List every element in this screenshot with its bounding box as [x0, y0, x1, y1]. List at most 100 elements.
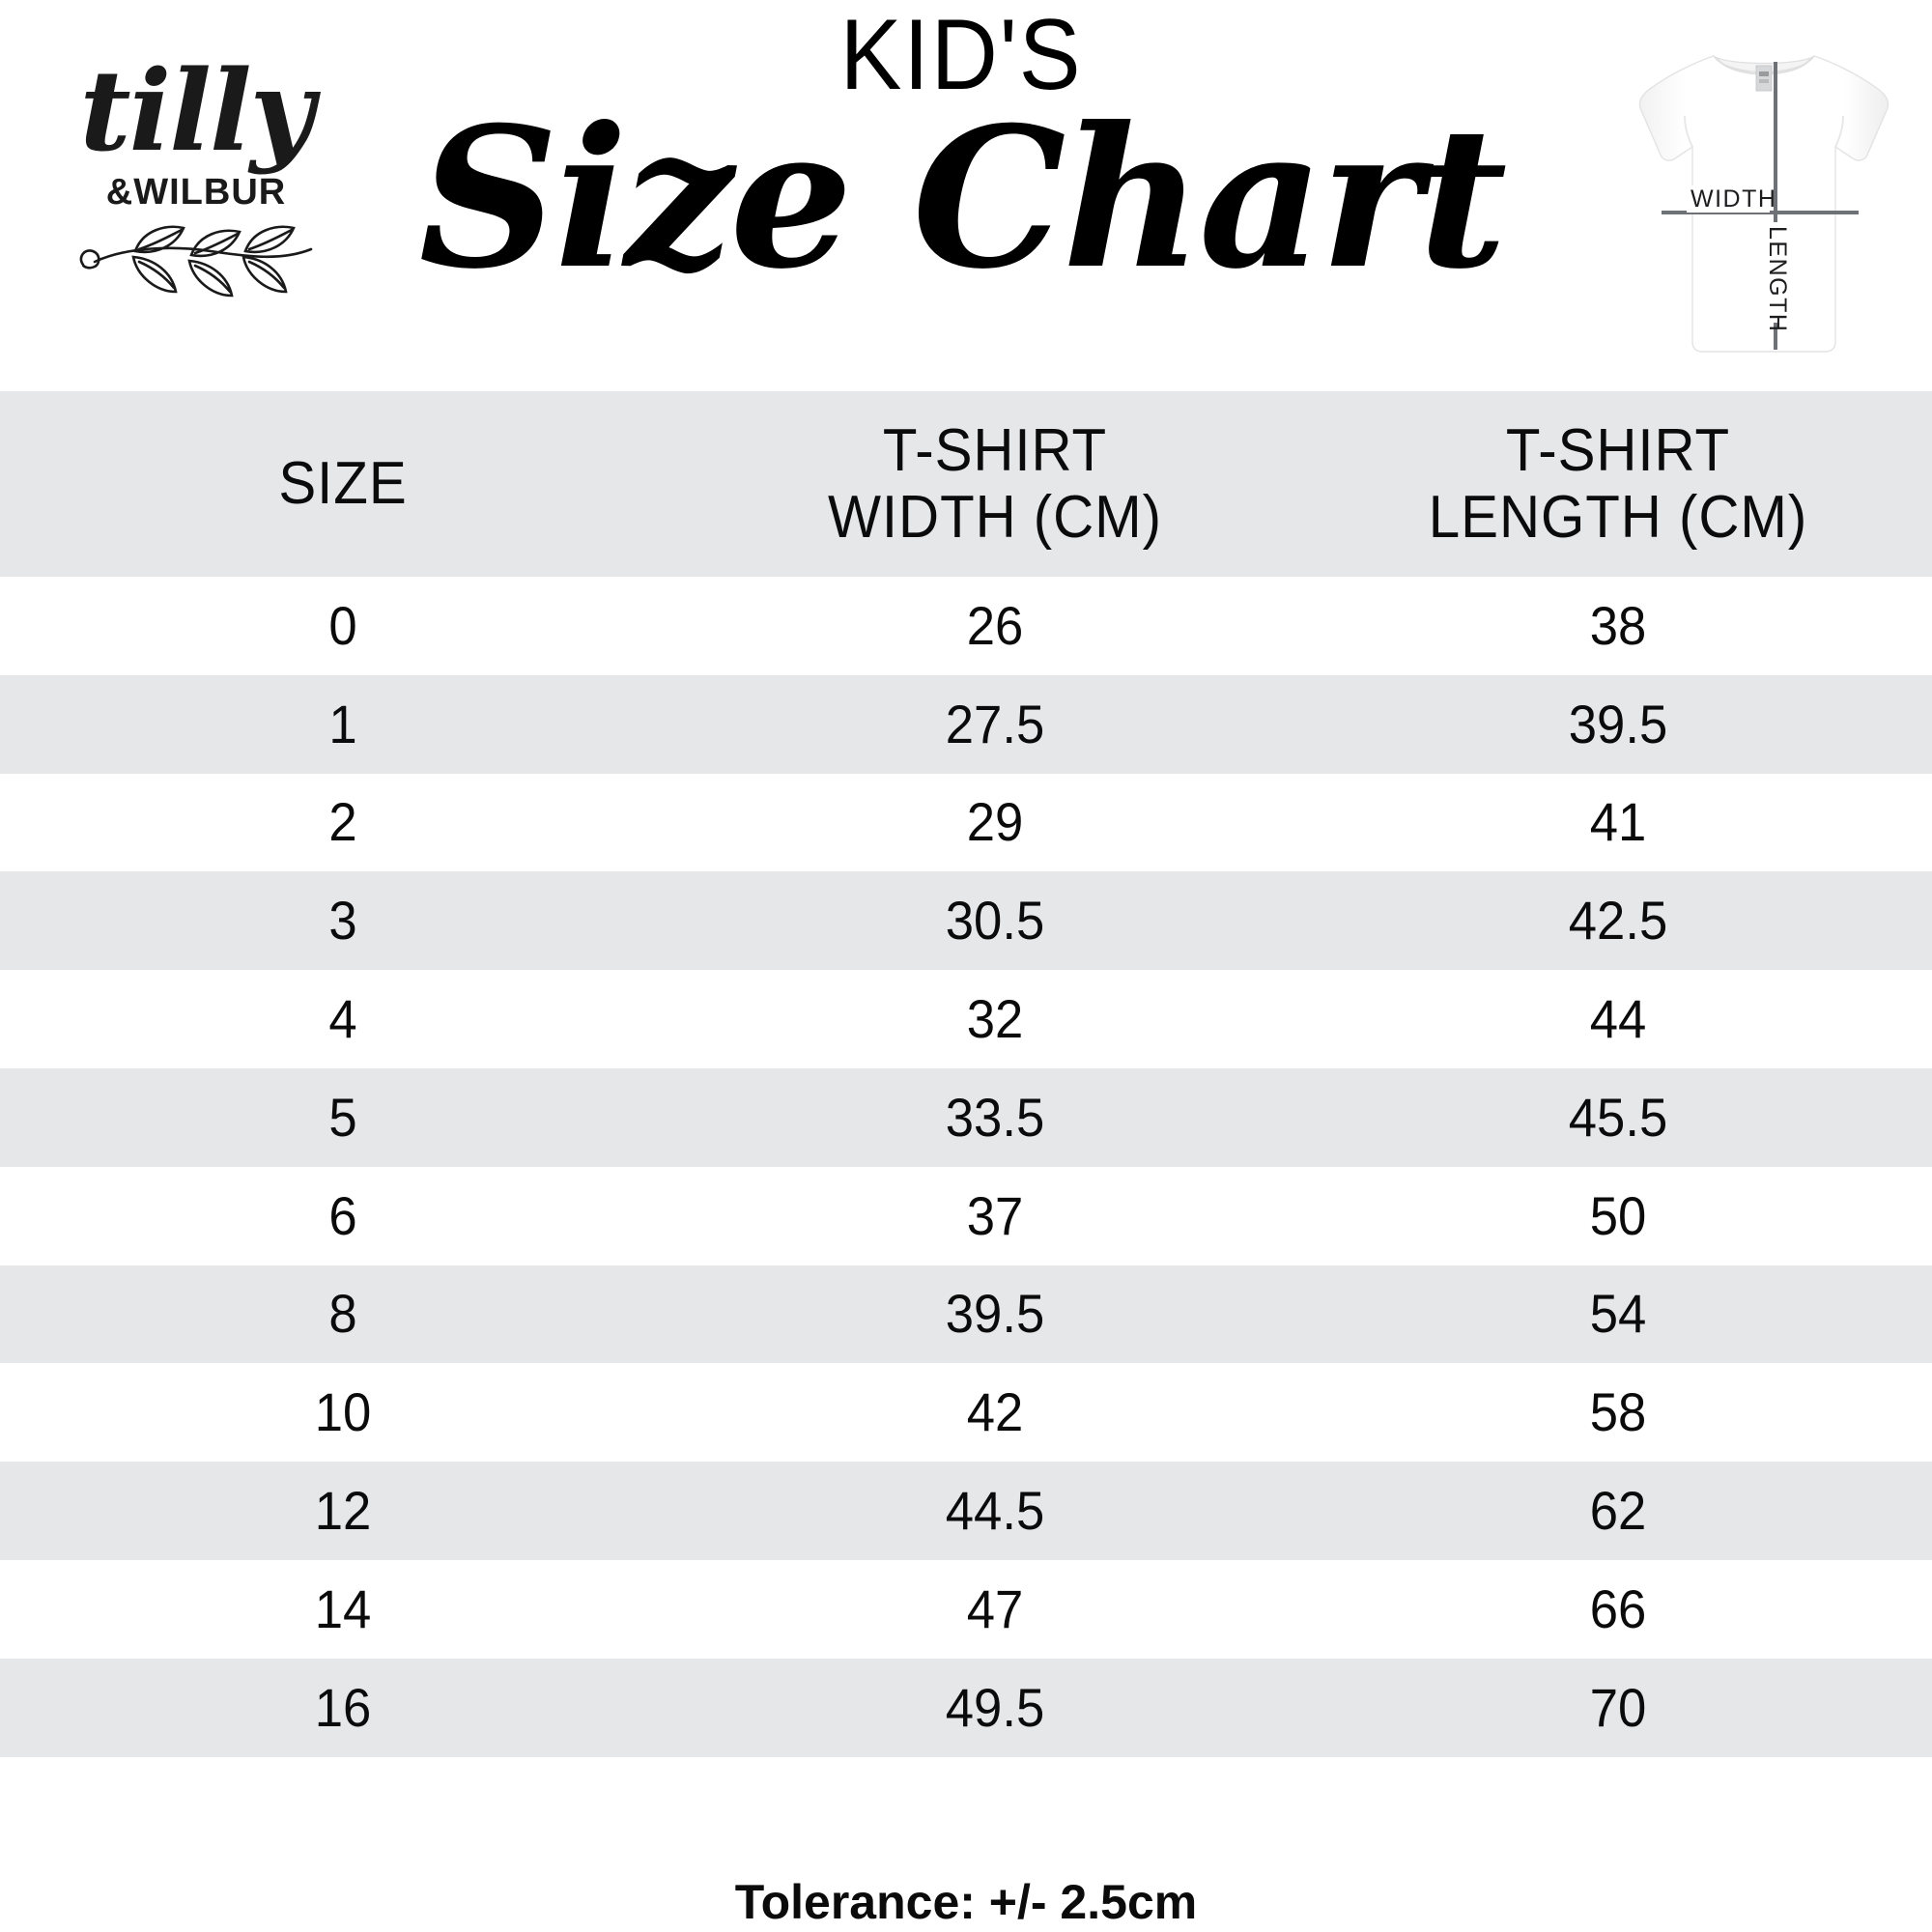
cell-length-value: 44: [1589, 988, 1647, 1050]
cell-width: 47: [686, 1577, 1304, 1639]
cell-width-value: 49.5: [945, 1676, 1045, 1738]
cell-length: 70: [1304, 1676, 1932, 1738]
cell-width: 27.5: [686, 693, 1304, 754]
cell-length: 44: [1304, 992, 1932, 1046]
cell-size: 0: [0, 594, 686, 656]
cell-width-value: 27.5: [945, 693, 1045, 754]
cell-size: 6: [0, 1184, 686, 1246]
cell-size: 1: [0, 693, 686, 754]
cell-length-value: 54: [1589, 1283, 1647, 1345]
cell-length: 41: [1304, 795, 1932, 849]
page-header: tilly &WILBUR: [0, 0, 1932, 391]
cell-width: 37: [686, 1184, 1304, 1246]
cell-width-value: 37: [966, 1184, 1024, 1246]
cell-size: 2: [0, 795, 686, 849]
column-header-length: T-SHIRT LENGTH (CM): [1428, 416, 1808, 551]
cell-size: 10: [0, 1385, 686, 1439]
title-eyebrow: KID'S: [839, 0, 1083, 111]
cell-length: 62: [1304, 1484, 1932, 1538]
laurel-branch-icon: [79, 225, 313, 298]
cell-size-value: 10: [314, 1381, 372, 1443]
cell-length: 54: [1304, 1287, 1932, 1341]
column-header-size: SIZE: [278, 450, 408, 518]
cell-length: 66: [1304, 1577, 1932, 1639]
table-row: 10 42 58: [0, 1363, 1932, 1463]
cell-size: 8: [0, 1287, 686, 1341]
cell-width: 42: [686, 1385, 1304, 1439]
brand-name-script: tilly: [79, 46, 314, 177]
cell-size-value: 0: [328, 594, 357, 656]
diagram-length-label: LENGTH: [1764, 226, 1791, 332]
page-title: Size Chart: [418, 85, 1508, 313]
cell-width-value: 44.5: [945, 1480, 1045, 1542]
size-table: SIZE T-SHIRT WIDTH (CM) T-SHIRT LENGTH (…: [0, 391, 1932, 1757]
cell-size: 14: [0, 1577, 686, 1639]
cell-length: 50: [1304, 1188, 1932, 1243]
cell-size: 3: [0, 894, 686, 948]
table-row: 8 39.5 54: [0, 1264, 1932, 1364]
cell-size: 4: [0, 992, 686, 1046]
cell-width-value: 26: [966, 594, 1024, 656]
cell-width: 26: [686, 594, 1304, 656]
table-row: 16 49.5 70: [0, 1658, 1932, 1757]
cell-size-value: 1: [328, 693, 357, 754]
cell-size: 16: [0, 1676, 686, 1738]
cell-size: 12: [0, 1484, 686, 1538]
table-body: 0 26 38 1 27.5 39.5 2 29 41 3 30.5 42.5 4 32 44 5 33.5 45…: [0, 577, 1932, 1757]
table-row: 2 29 41: [0, 773, 1932, 872]
cell-length: 38: [1304, 594, 1932, 656]
table-row: 1 27.5 39.5: [0, 674, 1932, 774]
cell-width-value: 47: [966, 1577, 1024, 1639]
cell-length: 42.5: [1304, 894, 1932, 948]
cell-width: 32: [686, 992, 1304, 1046]
column-header-width: T-SHIRT WIDTH (CM): [827, 416, 1163, 551]
cell-length-value: 45.5: [1568, 1086, 1668, 1148]
brand-name-sub: &WILBUR: [105, 172, 287, 213]
table-row: 12 44.5 62: [0, 1462, 1932, 1560]
table-row: 6 37 50: [0, 1166, 1932, 1265]
cell-width: 33.5: [686, 1086, 1304, 1148]
cell-length: 58: [1304, 1385, 1932, 1439]
cell-length-value: 39.5: [1568, 693, 1668, 754]
cell-length-value: 58: [1589, 1381, 1647, 1443]
tshirt-icon: WIDTH LENGTH: [1638, 55, 1889, 353]
cell-width: 39.5: [686, 1287, 1304, 1341]
cell-size-value: 8: [328, 1283, 357, 1345]
cell-size-value: 6: [328, 1184, 357, 1246]
cell-length-value: 41: [1589, 791, 1647, 853]
cell-width: 29: [686, 795, 1304, 849]
cell-size-value: 16: [314, 1676, 372, 1738]
diagram-width-label: WIDTH: [1690, 185, 1776, 213]
cell-width: 44.5: [686, 1484, 1304, 1538]
cell-length-value: 66: [1589, 1577, 1647, 1639]
cell-length-value: 38: [1589, 594, 1647, 656]
cell-size-value: 4: [328, 988, 357, 1050]
cell-length: 45.5: [1304, 1086, 1932, 1148]
cell-width-value: 30.5: [945, 890, 1045, 952]
title-block: KID'S Size Chart: [319, 4, 1604, 296]
cell-length-value: 62: [1589, 1480, 1647, 1542]
table-header-row: SIZE T-SHIRT WIDTH (CM) T-SHIRT LENGTH (…: [0, 391, 1932, 577]
cell-size-value: 2: [328, 791, 357, 853]
table-row: 0 26 38: [0, 577, 1932, 675]
cell-size: 5: [0, 1086, 686, 1148]
cell-width: 30.5: [686, 894, 1304, 948]
cell-width: 49.5: [686, 1676, 1304, 1738]
cell-width-value: 42: [966, 1381, 1024, 1443]
table-row: 5 33.5 45.5: [0, 1067, 1932, 1167]
cell-width-value: 29: [966, 791, 1024, 853]
brand-logo: tilly &WILBUR: [66, 56, 327, 336]
cell-width-value: 33.5: [945, 1086, 1045, 1148]
cell-length: 39.5: [1304, 693, 1932, 754]
table-row: 4 32 44: [0, 970, 1932, 1068]
table-row: 3 30.5 42.5: [0, 871, 1932, 971]
cell-length-value: 42.5: [1568, 890, 1668, 952]
tshirt-measurement-diagram: WIDTH LENGTH: [1621, 23, 1907, 359]
table-row: 14 47 66: [0, 1559, 1932, 1659]
cell-size-value: 5: [328, 1086, 357, 1148]
cell-width-value: 39.5: [945, 1283, 1045, 1345]
cell-length-value: 70: [1589, 1676, 1647, 1738]
cell-size-value: 12: [314, 1480, 372, 1542]
cell-size-value: 14: [314, 1577, 372, 1639]
